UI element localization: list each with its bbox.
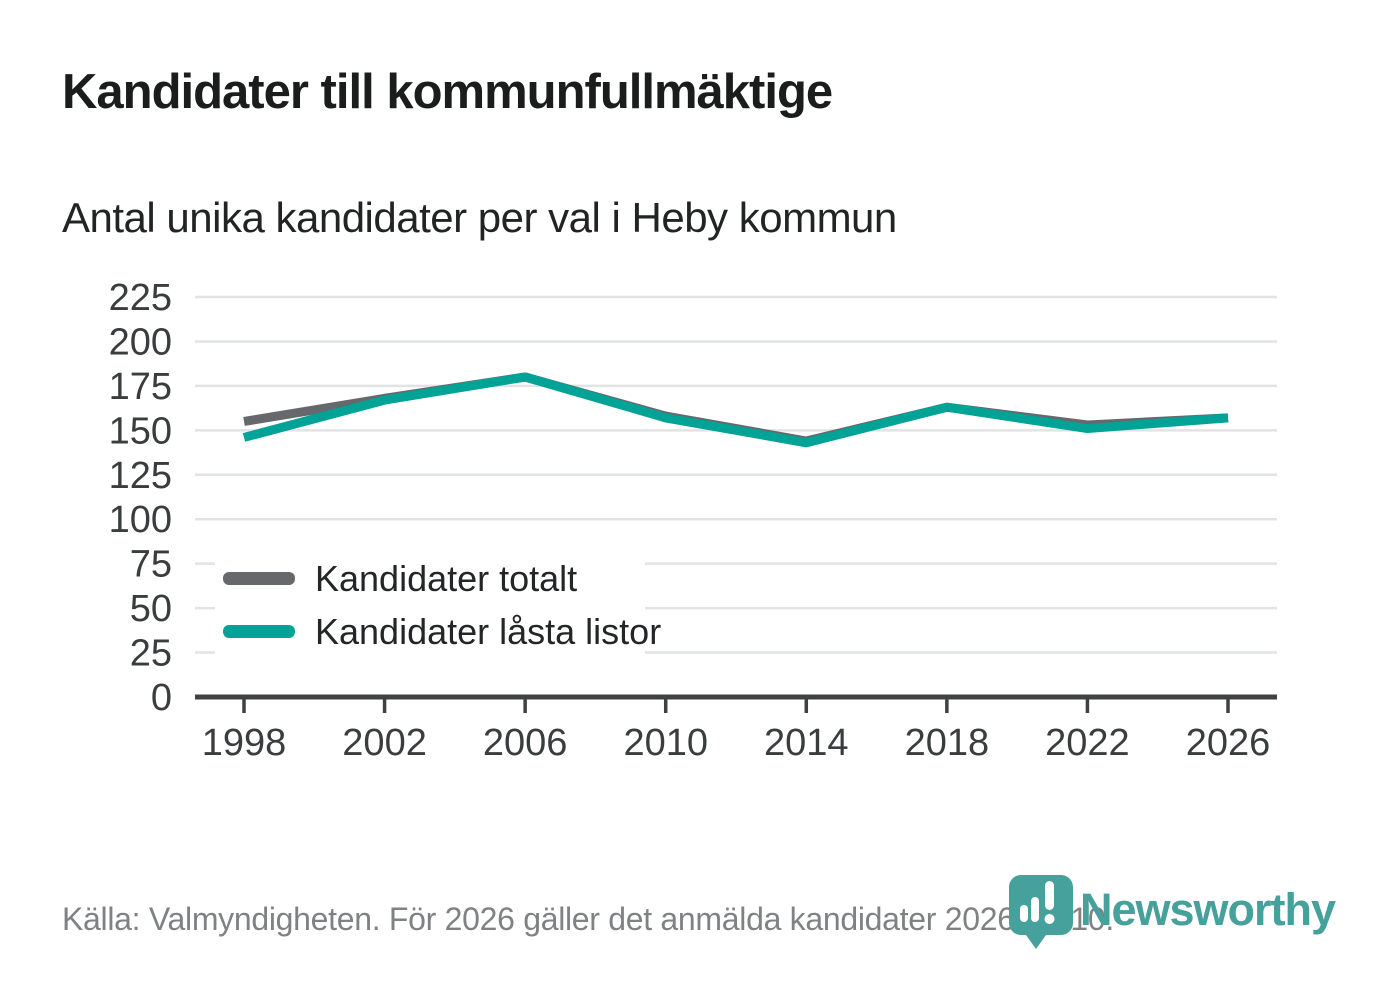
x-axis-tick-label: 2026 <box>1186 722 1271 764</box>
y-axis-tick-label: 150 <box>109 410 172 452</box>
newsworthy-wordmark: Newsworthy <box>1080 884 1336 935</box>
newsworthy-logo[interactable]: Newsworthy <box>1008 874 1336 974</box>
x-axis-tick-label: 2018 <box>905 722 990 764</box>
y-axis-tick-label: 25 <box>130 633 172 675</box>
y-axis-tick-label: 175 <box>109 366 172 408</box>
series-line-lasta-listor <box>242 372 1229 448</box>
y-axis-tick-label: 100 <box>109 499 172 541</box>
page-title: Kandidater till kommunfullmäktige <box>62 65 833 119</box>
x-axis-tick-label: 2010 <box>623 722 708 764</box>
source-note: Källa: Valmyndigheten. För 2026 gäller d… <box>62 901 1114 937</box>
x-axis-tick-label: 1998 <box>202 722 287 764</box>
y-axis-tick-label: 75 <box>130 544 172 586</box>
chart-subtitle: Antal unika kandidater per val i Heby ko… <box>62 194 897 241</box>
y-axis-tick-label: 50 <box>130 588 172 630</box>
x-axis-tick-label: 2014 <box>764 722 849 764</box>
legend-swatch <box>223 572 295 585</box>
x-axis-tick-label: 2022 <box>1045 722 1130 764</box>
y-axis-tick-label: 225 <box>109 277 172 319</box>
y-axis-tick-label: 200 <box>109 321 172 363</box>
newsworthy-pin-icon <box>1009 875 1073 949</box>
y-axis-tick-label: 125 <box>109 455 172 497</box>
y-axis-tick-label: 0 <box>151 677 172 719</box>
x-axis-tick-label: 2002 <box>342 722 427 764</box>
x-axis-tick-label: 2006 <box>483 722 568 764</box>
legend-swatch <box>223 625 295 638</box>
legend-label: Kandidater totalt <box>315 558 577 599</box>
legend-background <box>215 546 645 668</box>
legend-label: Kandidater låsta listor <box>315 611 661 652</box>
